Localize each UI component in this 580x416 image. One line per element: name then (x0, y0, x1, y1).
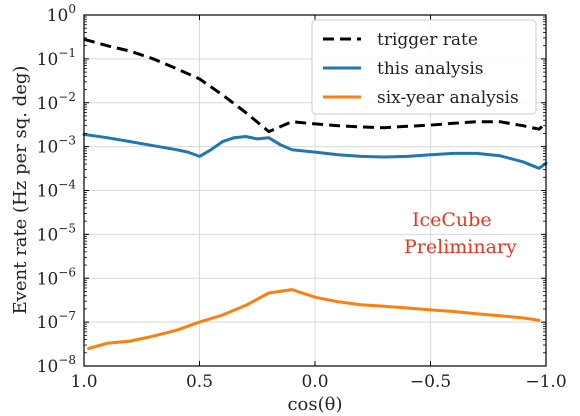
x-axis-label: cos(θ) (287, 394, 342, 415)
y-tick-exponent: −1 (58, 46, 76, 60)
y-tick-exponent: −7 (58, 309, 76, 323)
x-tick-label: 0.5 (186, 372, 213, 392)
preliminary-annotation: IceCube Preliminary (404, 209, 517, 258)
y-tick-label: 10−3 (37, 134, 76, 158)
y-tick-exponent: −3 (58, 134, 76, 148)
y-tick-exponent: −5 (58, 221, 76, 235)
legend-label-six-year-analysis: six-year analysis (377, 88, 519, 108)
annotation-line-2: Preliminary (404, 236, 517, 258)
trigger-rate-line (83, 37, 548, 134)
x-tick-label: 1.0 (70, 372, 97, 392)
series-lines (82, 37, 548, 350)
x-axis: 1.0 0.5 0.0 −0.5 −1.0 (70, 15, 567, 392)
y-tick-label: 10−7 (37, 309, 76, 333)
six-year-analysis-line (87, 288, 541, 350)
y-tick-label: 100 (47, 2, 76, 26)
x-tick-label: 0.0 (301, 372, 328, 392)
annotation-line-1: IceCube (412, 209, 492, 231)
legend-label-this-analysis: this analysis (377, 59, 484, 79)
x-tick-label: −1.0 (525, 372, 566, 392)
y-tick-exponent: −6 (58, 265, 76, 279)
x-tick-label: −0.5 (410, 372, 451, 392)
y-tick-exponent: −2 (58, 90, 76, 104)
y-tick-exponent: 0 (68, 2, 76, 16)
y-axis-label: Event rate (Hz per sq. deg) (10, 66, 31, 315)
this-analysis-line (82, 132, 548, 170)
y-tick-label: 10−1 (37, 46, 76, 70)
legend-label-trigger-rate: trigger rate (377, 30, 478, 50)
legend-box (311, 19, 537, 115)
legend: trigger rate this analysis six-year analys… (311, 19, 537, 115)
y-tick-exponent: −8 (58, 353, 76, 367)
y-tick-exponent: −4 (58, 178, 76, 192)
y-tick-label: 10−2 (37, 90, 76, 114)
y-tick-label: 10−6 (37, 265, 76, 289)
y-tick-label: 10−5 (37, 221, 76, 245)
y-tick-label: 10−4 (37, 178, 77, 202)
